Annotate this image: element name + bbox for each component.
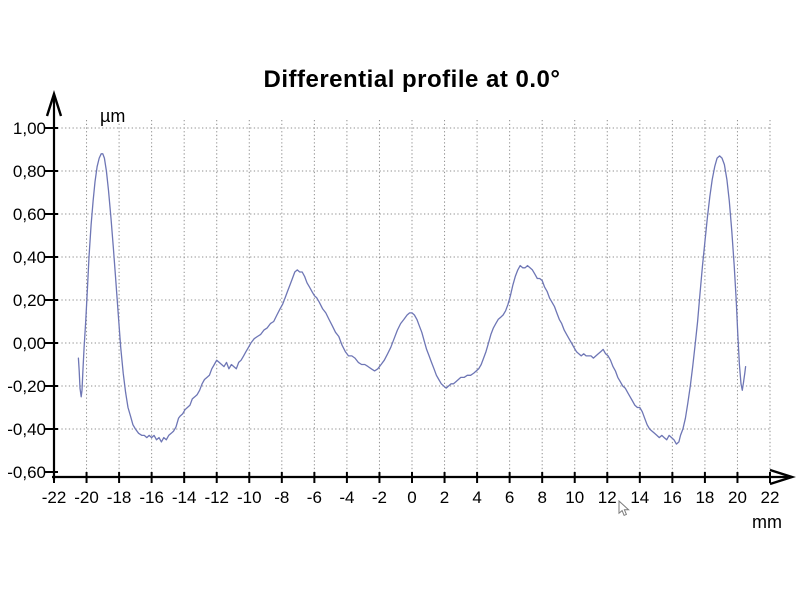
x-axis-unit-label: mm — [752, 512, 782, 532]
x-tick-label: 4 — [472, 488, 481, 507]
x-tick-label: -8 — [274, 488, 289, 507]
mouse-cursor-icon — [618, 499, 630, 517]
y-tick-label: 0,20 — [13, 291, 46, 310]
x-tick-label: 20 — [728, 488, 747, 507]
x-tick-label: -10 — [237, 488, 262, 507]
y-tick-label: -0,20 — [7, 377, 46, 396]
x-tick-label: 10 — [565, 488, 584, 507]
x-tick-label: -2 — [372, 488, 387, 507]
y-tick-label: 0,60 — [13, 205, 46, 224]
x-tick-label: 14 — [630, 488, 649, 507]
x-tick-label: 12 — [598, 488, 617, 507]
x-axis-arrowhead-icon — [769, 468, 796, 486]
x-tick-label: 6 — [505, 488, 514, 507]
profile-line — [77, 153, 747, 445]
x-tick-label: 2 — [440, 488, 449, 507]
x-tick-label: 8 — [537, 488, 546, 507]
x-tick-label: -16 — [139, 488, 164, 507]
x-tick-label: -4 — [339, 488, 354, 507]
x-tick-label: -18 — [107, 488, 132, 507]
x-tick-label: 16 — [663, 488, 682, 507]
x-tick-label: -14 — [172, 488, 197, 507]
y-tick-label: 1,00 — [13, 119, 46, 138]
y-tick-label: 0,80 — [13, 162, 46, 181]
x-tick-label: 18 — [695, 488, 714, 507]
y-tick-label: 0,00 — [13, 334, 46, 353]
x-tick-label: -22 — [42, 488, 67, 507]
chart-title: Differential profile at 0.0° — [263, 66, 561, 93]
y-axis-arrowhead-icon — [45, 90, 63, 117]
x-tick-label: 22 — [761, 488, 780, 507]
y-axis-unit-label: µm — [100, 106, 125, 126]
x-tick-label: -12 — [204, 488, 229, 507]
x-tick-label: -6 — [307, 488, 322, 507]
x-tick-label: -20 — [74, 488, 99, 507]
y-tick-label: -0,40 — [7, 420, 46, 439]
y-tick-label: -0,60 — [7, 463, 46, 482]
x-tick-label: 0 — [407, 488, 416, 507]
y-tick-label: 0,40 — [13, 248, 46, 267]
